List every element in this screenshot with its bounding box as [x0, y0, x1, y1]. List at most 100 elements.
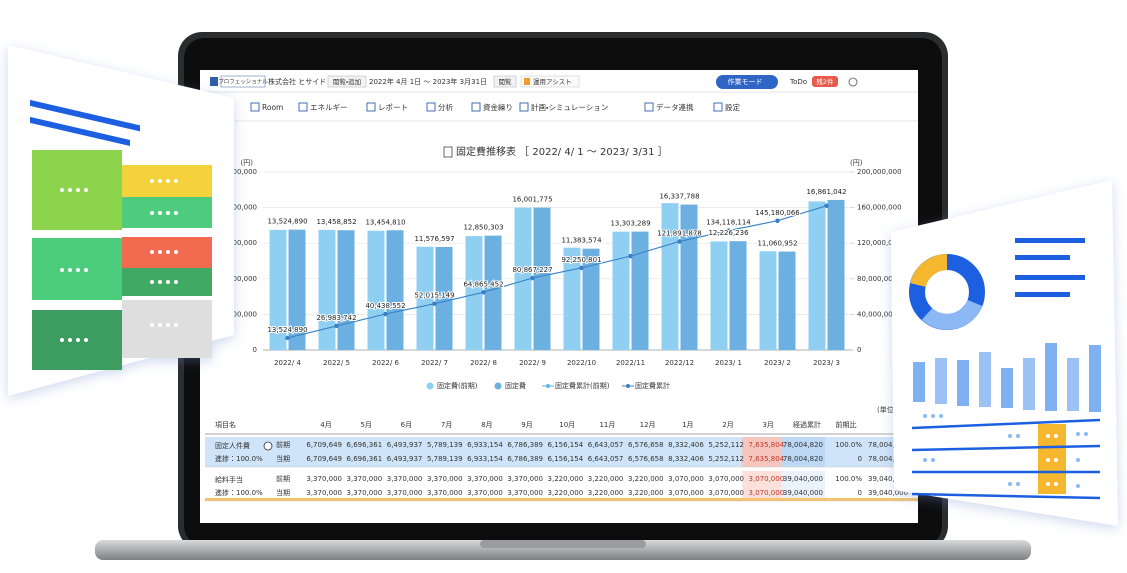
data-label: 13,454,810	[365, 218, 405, 226]
menu-item[interactable]: データ連携	[656, 102, 694, 112]
right-card-line	[1015, 275, 1085, 280]
bar	[514, 207, 532, 350]
period-badge[interactable]	[493, 75, 517, 88]
assist-icon	[524, 78, 530, 85]
table-cell: 6,696,361	[347, 455, 383, 463]
bar	[416, 246, 434, 350]
table-header: 項目名	[215, 420, 236, 429]
menu-item[interactable]: 分析	[438, 102, 453, 112]
data-label: 80,867,227	[512, 266, 552, 274]
period: 2022年 4月 1日 ～ 2023年 3月31日	[369, 77, 487, 86]
table-cell: 5,252,112	[708, 455, 744, 463]
table-cell: 3,220,000	[628, 489, 664, 497]
table-cell: 3,370,000	[387, 489, 423, 497]
data-label: 40,438,552	[365, 302, 405, 310]
data-label: 16,337,788	[659, 193, 699, 201]
data-label: 11,576,597	[414, 235, 454, 243]
line-point	[285, 335, 290, 341]
table-cell: 6,493,937	[387, 455, 423, 463]
row-label: 当期	[276, 488, 290, 497]
left-card-dots	[60, 179, 178, 342]
y-tick-label: 16,000,000	[217, 204, 257, 212]
mode-badge[interactable]	[327, 75, 367, 88]
todo-count: 残2件	[816, 77, 834, 86]
x-tick-label: 2022/ 8	[470, 359, 497, 367]
left-card-line	[30, 99, 140, 132]
x-tick-label: 2022/12	[665, 359, 694, 367]
menu-item[interactable]: Room	[262, 103, 283, 112]
x-tick-label: 2022/11	[616, 359, 645, 367]
legend-label[interactable]: 固定費	[505, 381, 526, 390]
legend-label[interactable]: 固定費累計	[635, 381, 670, 390]
table-cell: 6,156,154	[548, 455, 584, 463]
y2-tick-label: 120,000,000	[857, 239, 902, 247]
table-cell: 3,370,000	[427, 489, 463, 497]
march-col-bg	[742, 437, 787, 467]
table-cell: 3,370,000	[306, 475, 342, 483]
line-point	[334, 323, 339, 329]
bar	[435, 246, 453, 350]
line-point	[432, 301, 437, 306]
group-progress: 進捗：100.0%	[215, 488, 263, 497]
data-label: 16,861,042	[806, 188, 846, 196]
table-cell: 3,370,000	[507, 489, 543, 497]
line-point	[677, 239, 682, 244]
bar	[367, 230, 385, 350]
table-cell: 7,635,804	[749, 455, 785, 463]
legend-label[interactable]: 固定費累計(前期)	[555, 381, 610, 390]
table-cell: 7,635,804	[749, 441, 785, 449]
table-cell: 39,040,000	[868, 475, 908, 483]
table-cell: 3,220,000	[548, 475, 584, 483]
right-card-line	[1015, 292, 1070, 297]
left-card-line	[30, 116, 130, 147]
right-card-highlight	[1038, 424, 1066, 494]
user-icon[interactable]	[848, 77, 858, 87]
menu-item[interactable]: レポート	[378, 103, 408, 112]
table-cell: 3,070,000	[668, 489, 704, 497]
todo[interactable]: ToDo	[789, 78, 807, 86]
y-tick-label: 12,000,000	[217, 239, 257, 247]
menu-icon	[519, 102, 529, 112]
table-header: 2月	[722, 421, 733, 429]
line-point	[726, 228, 731, 233]
table-cell: 6,156,154	[548, 441, 584, 449]
assist-button[interactable]	[520, 75, 580, 88]
data-label: 13,303,289	[610, 220, 650, 228]
menu-item[interactable]: 資金繰り	[483, 102, 513, 112]
table-cell: 3,370,000	[467, 475, 503, 483]
left-card	[8, 45, 234, 396]
line-point	[481, 290, 486, 295]
work-mode-button[interactable]	[716, 75, 778, 89]
legend-swatch	[426, 382, 434, 390]
table-cell: 3,220,000	[628, 475, 664, 483]
bar	[759, 251, 777, 350]
row-label: 前期	[276, 440, 290, 449]
progress-bar	[205, 498, 918, 501]
group-name: 給料手当	[215, 475, 243, 484]
table-header: 7月	[441, 421, 452, 429]
table-header: 6月	[401, 421, 412, 429]
table-cell: 6,643,057	[588, 455, 624, 463]
table-cell: 6,696,361	[347, 441, 383, 449]
bar	[484, 235, 502, 350]
table-cell: 3,220,000	[588, 489, 624, 497]
table-cell: 3,070,000	[708, 475, 744, 483]
data-label: 13,458,852	[316, 218, 356, 226]
bar	[337, 230, 355, 350]
total-col-bg	[781, 471, 825, 501]
y-tick-label: 20,000,000	[217, 168, 257, 176]
legend-label[interactable]: 固定費(前期)	[437, 381, 478, 390]
menu-icon	[471, 102, 481, 112]
table-cell: 5,789,139	[427, 455, 463, 463]
collapse-icon[interactable]	[263, 441, 273, 451]
right-card-rows	[911, 418, 1101, 500]
data-label: 12,850,303	[463, 224, 503, 232]
table-cell: 6,493,937	[387, 441, 423, 449]
table-header: 10月	[559, 421, 575, 429]
menu-item[interactable]: エネルギー	[310, 103, 348, 112]
table-cell: 3,370,000	[347, 475, 383, 483]
menu-item[interactable]: 設定	[725, 103, 740, 112]
menu-item[interactable]: 計画・シミュレーション	[531, 102, 608, 112]
bar	[288, 229, 306, 350]
table-cell: 3,070,000	[708, 489, 744, 497]
